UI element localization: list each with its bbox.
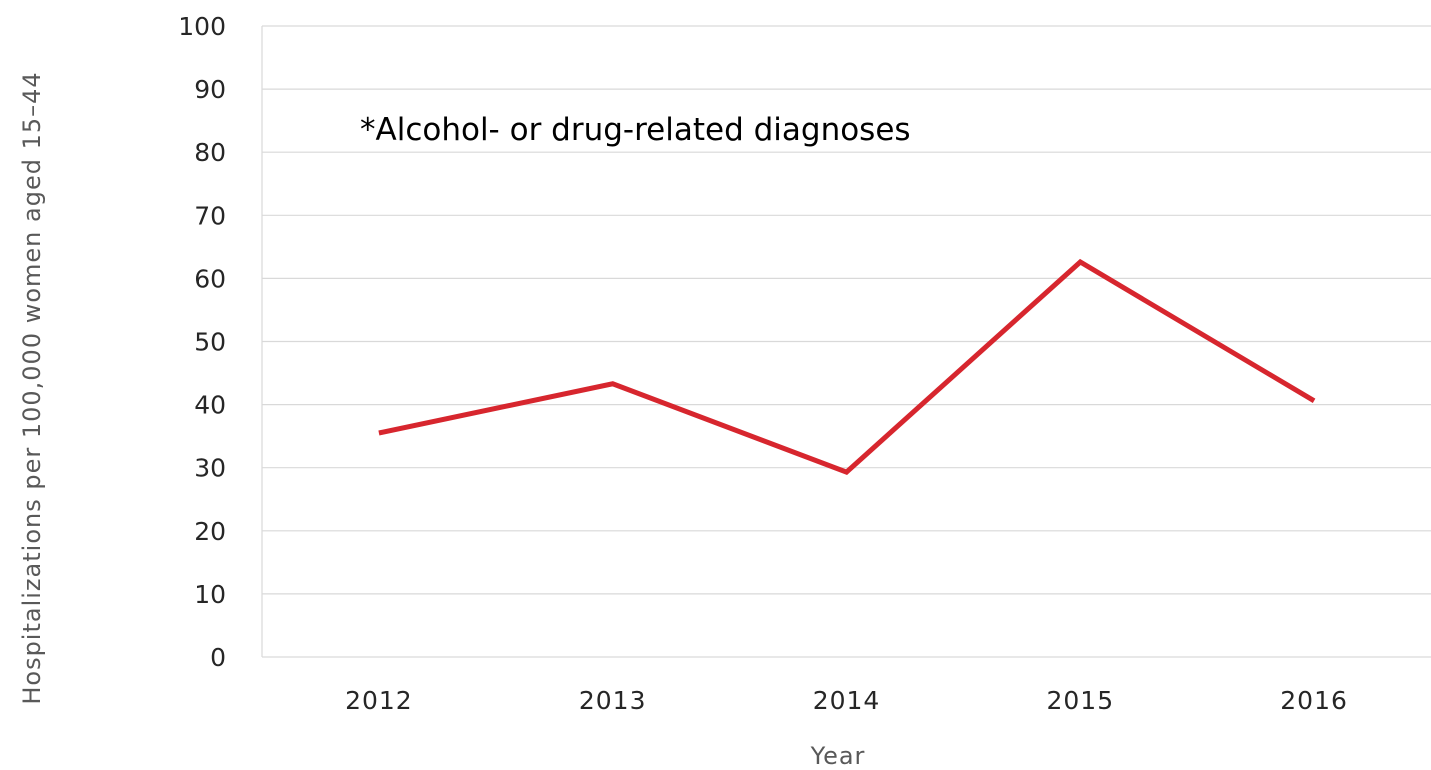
y-axis-ticks: 0 10 20 30 40 50 60 70 80 90 100 [178,12,226,672]
x-tick-label: 2014 [813,686,881,715]
y-tick-label: 80 [194,138,226,167]
y-tick-label: 40 [194,391,226,420]
x-axis-title: Year [810,742,866,770]
y-tick-label: 60 [194,264,226,293]
x-tick-label: 2013 [579,686,647,715]
x-axis-ticks: 2012 2013 2014 2015 2016 [345,686,1348,715]
y-tick-label: 30 [194,454,226,483]
y-tick-label: 10 [194,580,226,609]
y-tick-label: 20 [194,517,226,546]
series-lines [378,258,1316,475]
y-axis-title: Hospitalizations per 100,000 women aged … [18,71,46,704]
gridlines [261,25,1431,658]
y-tick-label: 0 [210,643,226,672]
x-tick-label: 2015 [1046,686,1114,715]
y-tick-label: 70 [194,201,226,230]
y-tick-label: 90 [194,75,226,104]
x-tick-label: 2016 [1280,686,1348,715]
y-tick-label: 100 [178,12,226,41]
chart-annotation: *Alcohol- or drug-related diagnoses [360,112,911,148]
x-tick-label: 2012 [345,686,413,715]
y-tick-label: 50 [194,328,226,357]
series-line [378,258,1316,475]
